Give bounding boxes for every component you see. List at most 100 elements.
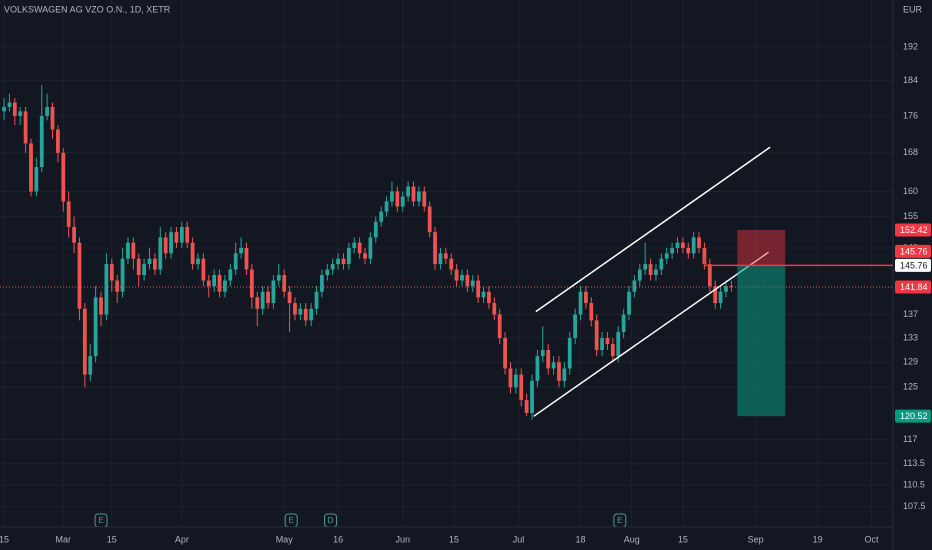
target-zone: [737, 265, 786, 417]
stop-zone: [737, 229, 786, 266]
candle-body: [616, 332, 621, 357]
candle-body: [363, 253, 367, 259]
candle-body: [707, 264, 712, 287]
candle-body: [330, 264, 335, 270]
y-tick-label: 160: [903, 186, 918, 196]
candle-body: [637, 269, 642, 281]
candle-body: [443, 253, 448, 259]
candle-body: [643, 264, 648, 270]
candle-body: [23, 111, 28, 144]
candle-body: [648, 264, 653, 276]
candle-body: [244, 247, 249, 270]
candle-body: [427, 206, 432, 233]
candle-body: [503, 338, 507, 369]
price-badge: [895, 244, 931, 258]
candle-body: [659, 258, 664, 270]
candle-body: [201, 258, 206, 281]
trend-line: [535, 146, 771, 313]
candle-body: [654, 269, 658, 276]
y-tick-label: 107.5: [903, 501, 926, 511]
x-tick-label: Jul: [513, 534, 525, 544]
candle-body: [309, 308, 314, 321]
candle-body: [513, 374, 518, 388]
candle-body: [325, 269, 330, 276]
candle-body: [29, 143, 33, 192]
candle-body: [158, 237, 163, 270]
candle-body: [492, 303, 497, 315]
price-badge-label: 120.52: [900, 411, 928, 421]
price-badge: [895, 223, 931, 237]
y-tick-label: 155: [903, 211, 918, 221]
candle-body: [196, 258, 200, 265]
candle-body: [540, 350, 545, 357]
candle-body: [680, 242, 685, 248]
candle-body: [578, 291, 583, 315]
x-tick-label: Oct: [864, 534, 879, 544]
x-tick-label: Apr: [175, 534, 189, 544]
candle-body: [384, 201, 389, 212]
x-tick-label: 15: [0, 534, 9, 544]
candle-body: [206, 280, 211, 287]
candle-body: [664, 253, 669, 259]
candle-body: [406, 186, 410, 197]
y-tick-label: 176: [903, 110, 918, 120]
candle-body: [104, 264, 109, 315]
candle-body: [589, 303, 594, 321]
candle-body: [169, 232, 173, 254]
candle-body: [530, 380, 534, 414]
candle-body: [185, 226, 190, 243]
candle-body: [546, 350, 551, 369]
candle-body: [12, 102, 17, 116]
candle-body: [627, 291, 631, 315]
candle-body: [223, 280, 227, 292]
price-badge: [895, 409, 931, 423]
candle-body: [481, 291, 486, 298]
candle-body: [346, 247, 351, 265]
candle-body: [411, 186, 416, 202]
candle-body: [88, 356, 93, 375]
candle-body: [600, 338, 604, 351]
candle-body: [7, 102, 12, 107]
candle-body: [93, 297, 98, 357]
candle-body: [379, 211, 384, 222]
x-tick-label: May: [276, 534, 294, 544]
candle-body: [449, 258, 454, 270]
price-badge: [895, 258, 931, 272]
candle-body: [422, 191, 427, 207]
candle-body: [341, 258, 346, 265]
candle-body: [45, 106, 50, 116]
candle-body: [228, 269, 233, 281]
candle-body: [497, 314, 502, 339]
candle-body: [255, 297, 260, 309]
candle-body: [417, 191, 421, 202]
x-tick-label: 15: [678, 534, 688, 544]
candle-body: [287, 291, 292, 304]
candle-body: [476, 280, 481, 298]
candle-body: [632, 280, 637, 292]
candle-body: [66, 201, 71, 227]
price-badge-label: 141.84: [900, 282, 928, 292]
x-tick-label: 15: [107, 534, 117, 544]
candle-body: [487, 291, 491, 304]
candle-body: [99, 297, 103, 315]
candle-body: [584, 291, 588, 304]
price-badge-label: 145.76: [900, 246, 928, 256]
candle-body: [2, 106, 6, 112]
candle-body: [697, 237, 701, 248]
x-tick-label: 19: [813, 534, 823, 544]
candle-body: [573, 314, 578, 339]
candle-body: [303, 308, 308, 321]
y-tick-label: 110.5: [903, 479, 925, 489]
candle-body: [567, 338, 572, 369]
event-label: E: [289, 516, 294, 525]
candle-body: [131, 242, 136, 259]
candle-body: [395, 191, 400, 207]
candle-body: [675, 242, 680, 248]
candle-body: [276, 275, 281, 281]
candle-body: [336, 258, 340, 265]
price-badge-label: 145.76: [900, 260, 928, 270]
candle-body: [293, 303, 297, 315]
event-label: D: [328, 516, 334, 525]
